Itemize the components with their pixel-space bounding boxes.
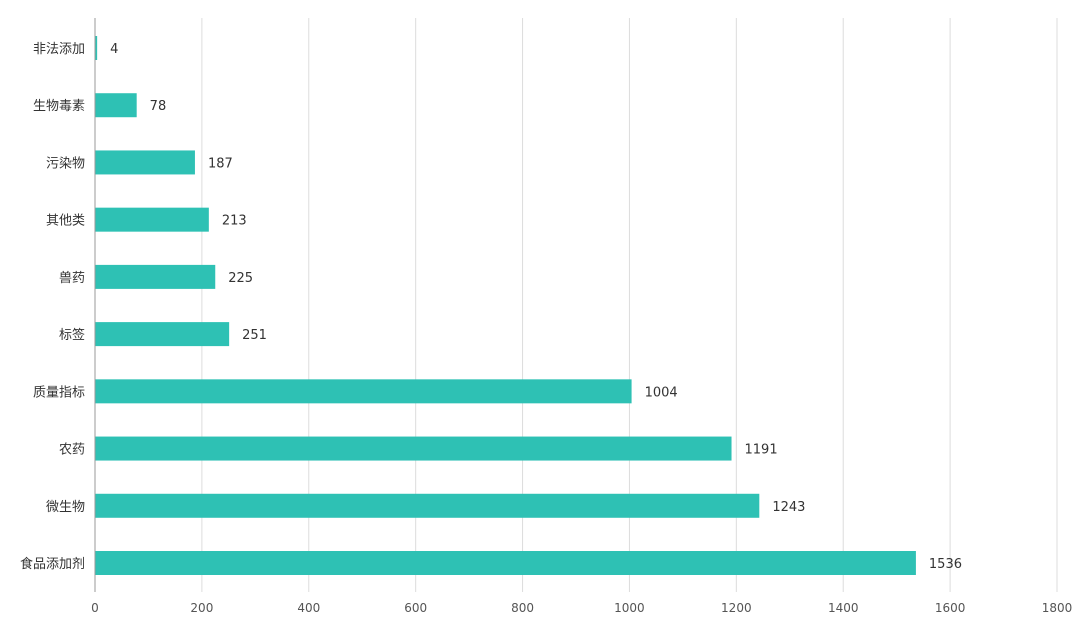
data-label: 78 (150, 99, 167, 114)
category-label: 食品添加剂 (20, 556, 85, 572)
x-tick-label: 1400 (828, 601, 859, 615)
x-tick-label: 1600 (935, 601, 966, 615)
category-label: 生物毒素 (33, 99, 85, 114)
bar (95, 93, 137, 118)
data-label: 187 (208, 156, 233, 171)
category-label: 非法添加 (33, 42, 85, 57)
x-tick-label: 400 (297, 601, 320, 615)
x-tick-label: 1000 (614, 601, 645, 615)
x-tick-label: 1200 (721, 601, 752, 615)
data-label: 1004 (645, 385, 678, 400)
category-label: 其他类 (46, 214, 85, 229)
data-label: 251 (242, 328, 267, 343)
x-tick-label: 200 (190, 601, 213, 615)
data-label: 1243 (772, 500, 805, 515)
bar (95, 264, 216, 289)
data-label: 213 (222, 214, 247, 229)
bar (95, 551, 916, 575)
bar (95, 207, 209, 232)
bar (95, 36, 98, 60)
category-label: 兽药 (59, 271, 85, 286)
category-label: 微生物 (46, 500, 85, 515)
x-tick-label: 600 (404, 601, 427, 615)
data-label: 225 (228, 271, 253, 286)
bar (95, 379, 632, 404)
bars (95, 36, 916, 575)
x-tick-label: 1800 (1042, 601, 1073, 615)
category-label: 污染物 (46, 156, 85, 171)
data-label: 4 (110, 42, 118, 57)
data-label: 1536 (929, 557, 962, 572)
bar (95, 322, 230, 347)
category-label: 农药 (59, 443, 85, 458)
data-label: 1191 (745, 443, 778, 458)
grid-lines (201, 18, 1058, 592)
bar (95, 150, 195, 175)
x-axis-ticks: 0 200 400 600 800 1000 1200 1400 1600 1800 (91, 601, 1072, 615)
category-label: 质量指标 (33, 385, 85, 400)
category-label: 标签 (59, 327, 85, 343)
bar (95, 436, 732, 461)
x-tick-label: 0 (91, 601, 99, 615)
x-tick-label: 800 (511, 601, 534, 615)
data-labels: 4 78 187 213 225 251 1004 1191 1243 1536 (110, 42, 962, 572)
bar (95, 493, 760, 518)
